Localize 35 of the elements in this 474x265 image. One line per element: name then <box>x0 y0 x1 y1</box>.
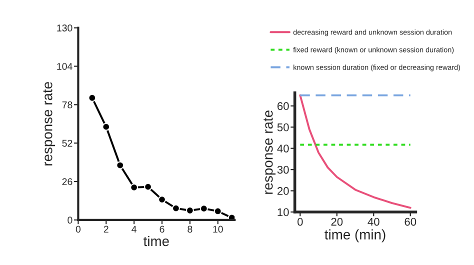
y-tick-label: 78 <box>62 101 72 108</box>
x-tick-label: 0 <box>76 226 81 233</box>
x-tick-label: 20 <box>331 218 343 226</box>
y-tick-label: 26 <box>62 178 72 186</box>
x-axis-title: time <box>144 236 169 246</box>
point <box>172 204 180 212</box>
x-tick-label: 0 <box>298 218 303 226</box>
y-tick-label: 50 <box>277 123 289 132</box>
x-tick-label: 6 <box>160 226 164 233</box>
point <box>214 207 222 216</box>
point <box>116 161 124 170</box>
x-tick-label: 2 <box>104 226 108 233</box>
y-tick-label: 130 <box>57 24 72 32</box>
x-tick-label: 10 <box>213 226 223 233</box>
line-series <box>299 94 412 209</box>
x-tick-label: 60 <box>404 218 416 226</box>
y-tick-label: 52 <box>62 140 72 147</box>
y-tick-label: 30 <box>277 166 289 174</box>
y-tick-label: 10 <box>278 208 289 216</box>
point <box>186 206 194 214</box>
y-tick-label: 60 <box>277 102 289 110</box>
point <box>228 214 235 220</box>
point <box>144 182 152 191</box>
y-axis-title: response rate <box>43 82 56 166</box>
y-axis-title: response rate <box>264 110 276 194</box>
point <box>130 183 138 192</box>
y-tick-label: 20 <box>277 187 289 195</box>
y-tick-label: 40 <box>277 144 289 152</box>
point <box>102 122 110 131</box>
y-tick-label: 104 <box>57 62 72 70</box>
x-tick-label: 8 <box>188 226 192 233</box>
x-tick-label: 4 <box>132 226 136 233</box>
point <box>88 94 96 102</box>
x-tick-label: 40 <box>368 218 380 226</box>
x-axis-title: time (min) <box>324 229 386 242</box>
